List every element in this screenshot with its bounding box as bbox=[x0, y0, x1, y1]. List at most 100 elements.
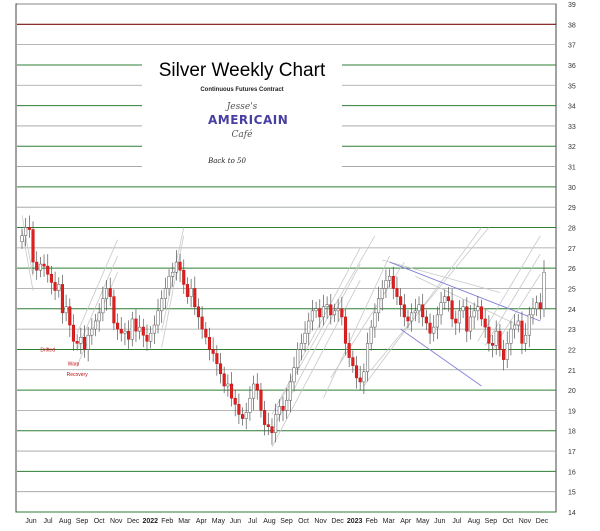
x-tick-label: Jul bbox=[452, 518, 461, 525]
candle-body bbox=[248, 397, 252, 413]
candle-body bbox=[211, 349, 215, 354]
candle-body bbox=[285, 399, 289, 411]
candle-body bbox=[446, 296, 450, 301]
wedge-line bbox=[389, 261, 541, 322]
y-tick-label: 34 bbox=[568, 104, 576, 111]
candle-body bbox=[108, 288, 112, 297]
candle-body bbox=[439, 302, 443, 316]
x-tick-label: Sep bbox=[76, 518, 89, 525]
candle-body bbox=[351, 357, 355, 366]
candle-body bbox=[310, 310, 314, 322]
candle-body bbox=[252, 383, 256, 399]
candle-body bbox=[380, 288, 384, 299]
x-tick-label: 2022 bbox=[142, 518, 158, 525]
candle-body bbox=[421, 304, 425, 318]
candle-body bbox=[75, 341, 79, 344]
x-tick-label: Dec bbox=[331, 518, 344, 525]
candle-body bbox=[138, 326, 142, 332]
y-tick-label: 36 bbox=[568, 63, 576, 70]
x-tick-label: Nov bbox=[519, 518, 532, 525]
candle-body bbox=[193, 288, 197, 308]
candle-body bbox=[388, 276, 392, 281]
candle-body bbox=[263, 410, 267, 425]
candle-body bbox=[520, 320, 524, 344]
chart-note: Back to 50 bbox=[208, 157, 246, 165]
candle-body bbox=[402, 304, 406, 318]
candle-body bbox=[222, 373, 226, 387]
candle-body bbox=[255, 383, 259, 391]
annotation-text: Recovery bbox=[67, 372, 89, 378]
candle-body bbox=[450, 300, 454, 320]
candle-body bbox=[27, 227, 31, 230]
candle-body bbox=[182, 269, 186, 285]
candle-body bbox=[93, 320, 98, 330]
candle-body bbox=[483, 318, 487, 328]
trend-line bbox=[323, 255, 390, 399]
y-tick-label: 22 bbox=[568, 347, 576, 354]
candle-body bbox=[505, 343, 509, 360]
y-tick-label: 24 bbox=[568, 307, 576, 314]
candle-body bbox=[384, 280, 388, 289]
candle-body bbox=[424, 316, 428, 324]
x-tick-label: Apr bbox=[196, 518, 208, 525]
candle-body bbox=[241, 414, 245, 419]
candle-body bbox=[377, 298, 381, 314]
title-panel: Silver Weekly Chart Continuous Futures C… bbox=[142, 56, 342, 186]
candle-body bbox=[472, 310, 476, 318]
candle-body bbox=[428, 322, 432, 334]
y-tick-label: 29 bbox=[568, 205, 576, 212]
candle-body bbox=[112, 296, 116, 324]
y-tick-label: 15 bbox=[568, 490, 576, 497]
annotation-text: Drifted bbox=[40, 347, 55, 353]
wedge-line bbox=[400, 328, 482, 387]
candle-body bbox=[277, 406, 281, 415]
chart-title: Silver Weekly Chart bbox=[158, 60, 326, 81]
chart-subtitle: Continuous Futures Contract bbox=[200, 87, 284, 93]
candle-body bbox=[71, 324, 76, 342]
trend-line bbox=[271, 280, 361, 448]
candle-body bbox=[498, 330, 502, 350]
candle-body bbox=[160, 298, 164, 312]
trend-line bbox=[382, 259, 500, 293]
candle-body bbox=[314, 308, 318, 312]
y-tick-label: 18 bbox=[568, 429, 576, 436]
candle-body bbox=[340, 308, 344, 318]
candle-body bbox=[299, 343, 303, 350]
cafe-logo: Jesse's AMERICAIN Café bbox=[208, 102, 288, 150]
trend-line bbox=[484, 253, 541, 346]
candle-body bbox=[410, 312, 414, 322]
candle-body bbox=[494, 330, 498, 346]
x-tick-label: Aug bbox=[263, 518, 276, 525]
candle-body bbox=[461, 306, 465, 312]
candle-body bbox=[35, 261, 39, 271]
candle-body bbox=[307, 320, 311, 334]
candle-body bbox=[336, 308, 340, 312]
y-tick-label: 26 bbox=[568, 266, 576, 273]
candle-body bbox=[104, 288, 109, 299]
x-tick-label: Oct bbox=[502, 518, 513, 525]
candle-body bbox=[171, 271, 175, 277]
y-tick-label: 38 bbox=[568, 22, 576, 29]
y-tick-label: 30 bbox=[568, 185, 576, 192]
candle-body bbox=[465, 306, 469, 332]
candle-body bbox=[321, 306, 325, 318]
y-axis-ticks: 14 15 16 17 18 19 20 21 22 23 24 25 26 27 28 29 30 31 32 33… bbox=[568, 2, 576, 517]
y-tick-label: 14 bbox=[568, 510, 576, 517]
candle-body bbox=[266, 424, 270, 427]
y-tick-label: 39 bbox=[568, 2, 576, 9]
candle-body bbox=[362, 371, 366, 383]
y-tick-label: 16 bbox=[568, 469, 576, 476]
candle-body bbox=[68, 306, 72, 326]
trend-line bbox=[21, 229, 34, 291]
y-tick-label: 21 bbox=[568, 368, 576, 375]
y-tick-label: 32 bbox=[568, 144, 576, 151]
x-axis-ticks: Jun Jul Aug Sep Oct Nov Dec 2022 Feb Mar Apr May Jun… bbox=[25, 518, 548, 525]
y-tick-label: 31 bbox=[568, 165, 576, 172]
candle-body bbox=[487, 326, 491, 344]
x-tick-label: May bbox=[212, 518, 226, 525]
candle-body bbox=[178, 261, 182, 271]
logo-top-text: Jesse's bbox=[226, 102, 258, 112]
candle-body bbox=[38, 263, 42, 271]
trend-line bbox=[271, 247, 361, 415]
candle-body bbox=[156, 310, 160, 326]
